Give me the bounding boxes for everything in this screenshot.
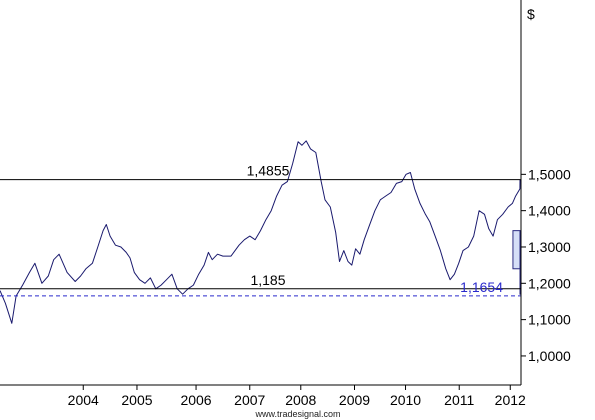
x-tick-label-9: 2012 — [495, 392, 526, 408]
y-tick-label-6: 1,0000 — [528, 348, 571, 364]
x-tick-label-5: 2008 — [285, 392, 316, 408]
horizontal-lines-layer: 1,4855 1,185 1,1654 — [0, 163, 521, 297]
x-tick-label-6: 2009 — [339, 392, 370, 408]
highlight-box-1 — [512, 230, 521, 270]
price-series-line-1 — [0, 140, 521, 324]
x-tick-label-7: 2010 — [390, 392, 421, 408]
reference-line-label-2: 1,185 — [250, 272, 285, 288]
x-tick-label-1: 2004 — [68, 392, 99, 408]
x-tick-label-8: 2011 — [444, 392, 474, 408]
series-layer — [0, 140, 521, 324]
y-tick-label-5: 1,1000 — [528, 312, 571, 328]
source-credit: www.tradesignal.com — [254, 409, 340, 419]
y-tick-label-2: 1,4000 — [528, 203, 571, 219]
y-tick-label-3: 1,3000 — [528, 239, 571, 255]
reference-line-label-1: 1,4855 — [247, 163, 290, 179]
x-ticks: 2004 2005 2006 2007 2008 2009 2010 2011 2012 — [68, 385, 526, 408]
y-ticks: 1,5000 1,4000 1,3000 1,2000 1,1000 1,0000 — [521, 166, 571, 364]
reference-line-label-3: 1,1654 — [460, 279, 503, 295]
x-tick-label-2: 2005 — [121, 392, 152, 408]
x-tick-label-3: 2006 — [180, 392, 211, 408]
currency-symbol: $ — [527, 6, 535, 22]
y-tick-label-4: 1,2000 — [528, 275, 571, 291]
x-tick-label-4: 2007 — [234, 392, 265, 408]
y-tick-label-1: 1,5000 — [528, 166, 571, 182]
